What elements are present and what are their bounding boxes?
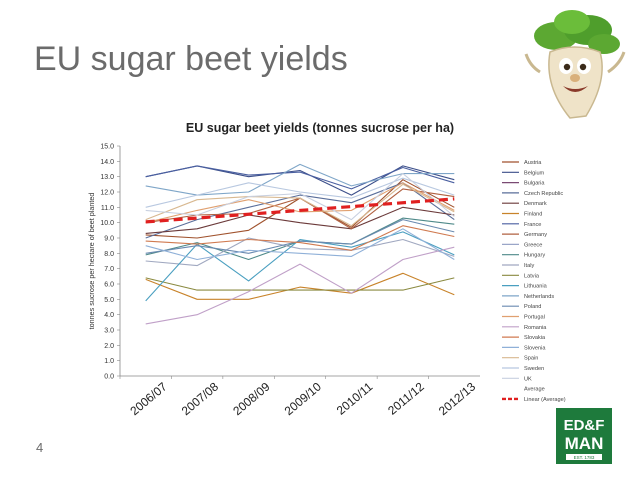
svg-text:EST. 1783: EST. 1783	[574, 455, 595, 460]
trendline-linear-average	[145, 197, 455, 224]
legend-label: Hungary	[524, 253, 545, 259]
y-tick-label: 4.0	[104, 312, 114, 319]
y-tick-label: 10.0	[100, 220, 114, 227]
series-line-france	[145, 165, 455, 190]
page-number: 4	[36, 440, 44, 455]
y-tick-label: 8.0	[104, 251, 114, 258]
y-tick-label: 9.0	[104, 236, 114, 243]
legend-label: Linear (Average)	[524, 397, 566, 403]
y-tick-label: 11.0	[101, 205, 114, 212]
x-tick-label: 2009/10	[282, 379, 324, 418]
sugar-beet-mascot-icon	[524, 10, 626, 119]
series-line-portugal	[145, 182, 455, 224]
y-tick-label: 2.0	[104, 343, 114, 350]
series-line-sweden	[145, 177, 455, 208]
series-line-denmark	[145, 206, 455, 234]
x-tick-label: 2012/13	[436, 379, 478, 418]
series-line-slovenia	[145, 228, 455, 261]
y-tick-label: 0.0	[104, 374, 114, 381]
legend-label: France	[524, 222, 541, 228]
legend-label: Austria	[524, 160, 542, 166]
series-line-italy	[145, 237, 455, 267]
legend-label: Poland	[524, 304, 541, 310]
y-tick-label: 14.0	[100, 159, 114, 166]
svg-text:MAN: MAN	[565, 434, 604, 453]
svg-text:ED&F: ED&F	[564, 417, 605, 434]
legend-label: Belgium	[524, 170, 545, 176]
chart-title: EU sugar beet yields (tonnes sucrose per…	[186, 121, 454, 135]
legend-label: Germany	[524, 232, 547, 238]
y-tick-label: 12.0	[100, 190, 114, 197]
edf-man-logo: ED&F MAN EST. 1783	[556, 408, 612, 464]
legend-label: Romania	[524, 325, 547, 331]
series-line-finland	[145, 272, 455, 300]
slide-title: EU sugar beet yields	[34, 40, 348, 78]
y-tick-label: 7.0	[104, 266, 114, 273]
y-tick-label: 1.0	[104, 358, 114, 365]
y-tick-label: 3.0	[104, 328, 114, 335]
y-axis-label: tonnes sucrose per hectare of beet plant…	[87, 193, 96, 330]
legend-label: Czech Republic	[524, 191, 563, 197]
x-tick-label: 2006/07	[127, 379, 169, 418]
y-tick-label: 5.0	[104, 297, 114, 304]
legend-label: Sweden	[524, 366, 544, 372]
series-line-poland	[145, 219, 455, 254]
legend-label: Slovenia	[524, 345, 546, 351]
series-line-spain	[145, 183, 455, 227]
legend-label: Netherlands	[524, 294, 554, 300]
series-line-uk	[145, 173, 455, 221]
legend-label: Lithuania	[524, 284, 548, 290]
series-line-latvia	[145, 277, 455, 291]
legend-label: Spain	[524, 356, 538, 362]
x-tick-label: 2010/11	[334, 379, 376, 417]
legend-label: Italy	[524, 263, 534, 269]
series-line-slovakia	[145, 225, 455, 251]
legend-label: Average	[524, 387, 545, 393]
legend-label: Bulgaria	[524, 181, 545, 187]
x-tick-label: 2007/08	[179, 379, 221, 418]
legend-label: Denmark	[524, 201, 547, 207]
legend-label: Finland	[524, 212, 542, 218]
beet-leaves	[534, 10, 620, 54]
sugar-beet-yield-chart: EU sugar beet yields (tonnes sucrose per…	[87, 121, 566, 418]
series-line-romania	[145, 246, 455, 325]
legend-label: Greece	[524, 242, 542, 248]
series-line-belgium	[145, 165, 455, 196]
legend-label: Latvia	[524, 273, 540, 279]
legend-label: Slovakia	[524, 335, 546, 341]
x-tick-label: 2008/09	[230, 379, 272, 418]
x-tick-label: 2011/12	[385, 379, 427, 417]
y-tick-label: 15.0	[100, 144, 114, 151]
legend-label: UK	[524, 376, 532, 382]
y-tick-label: 6.0	[104, 282, 114, 289]
y-tick-label: 13.0	[100, 174, 114, 181]
legend-label: Portugal	[524, 315, 545, 321]
